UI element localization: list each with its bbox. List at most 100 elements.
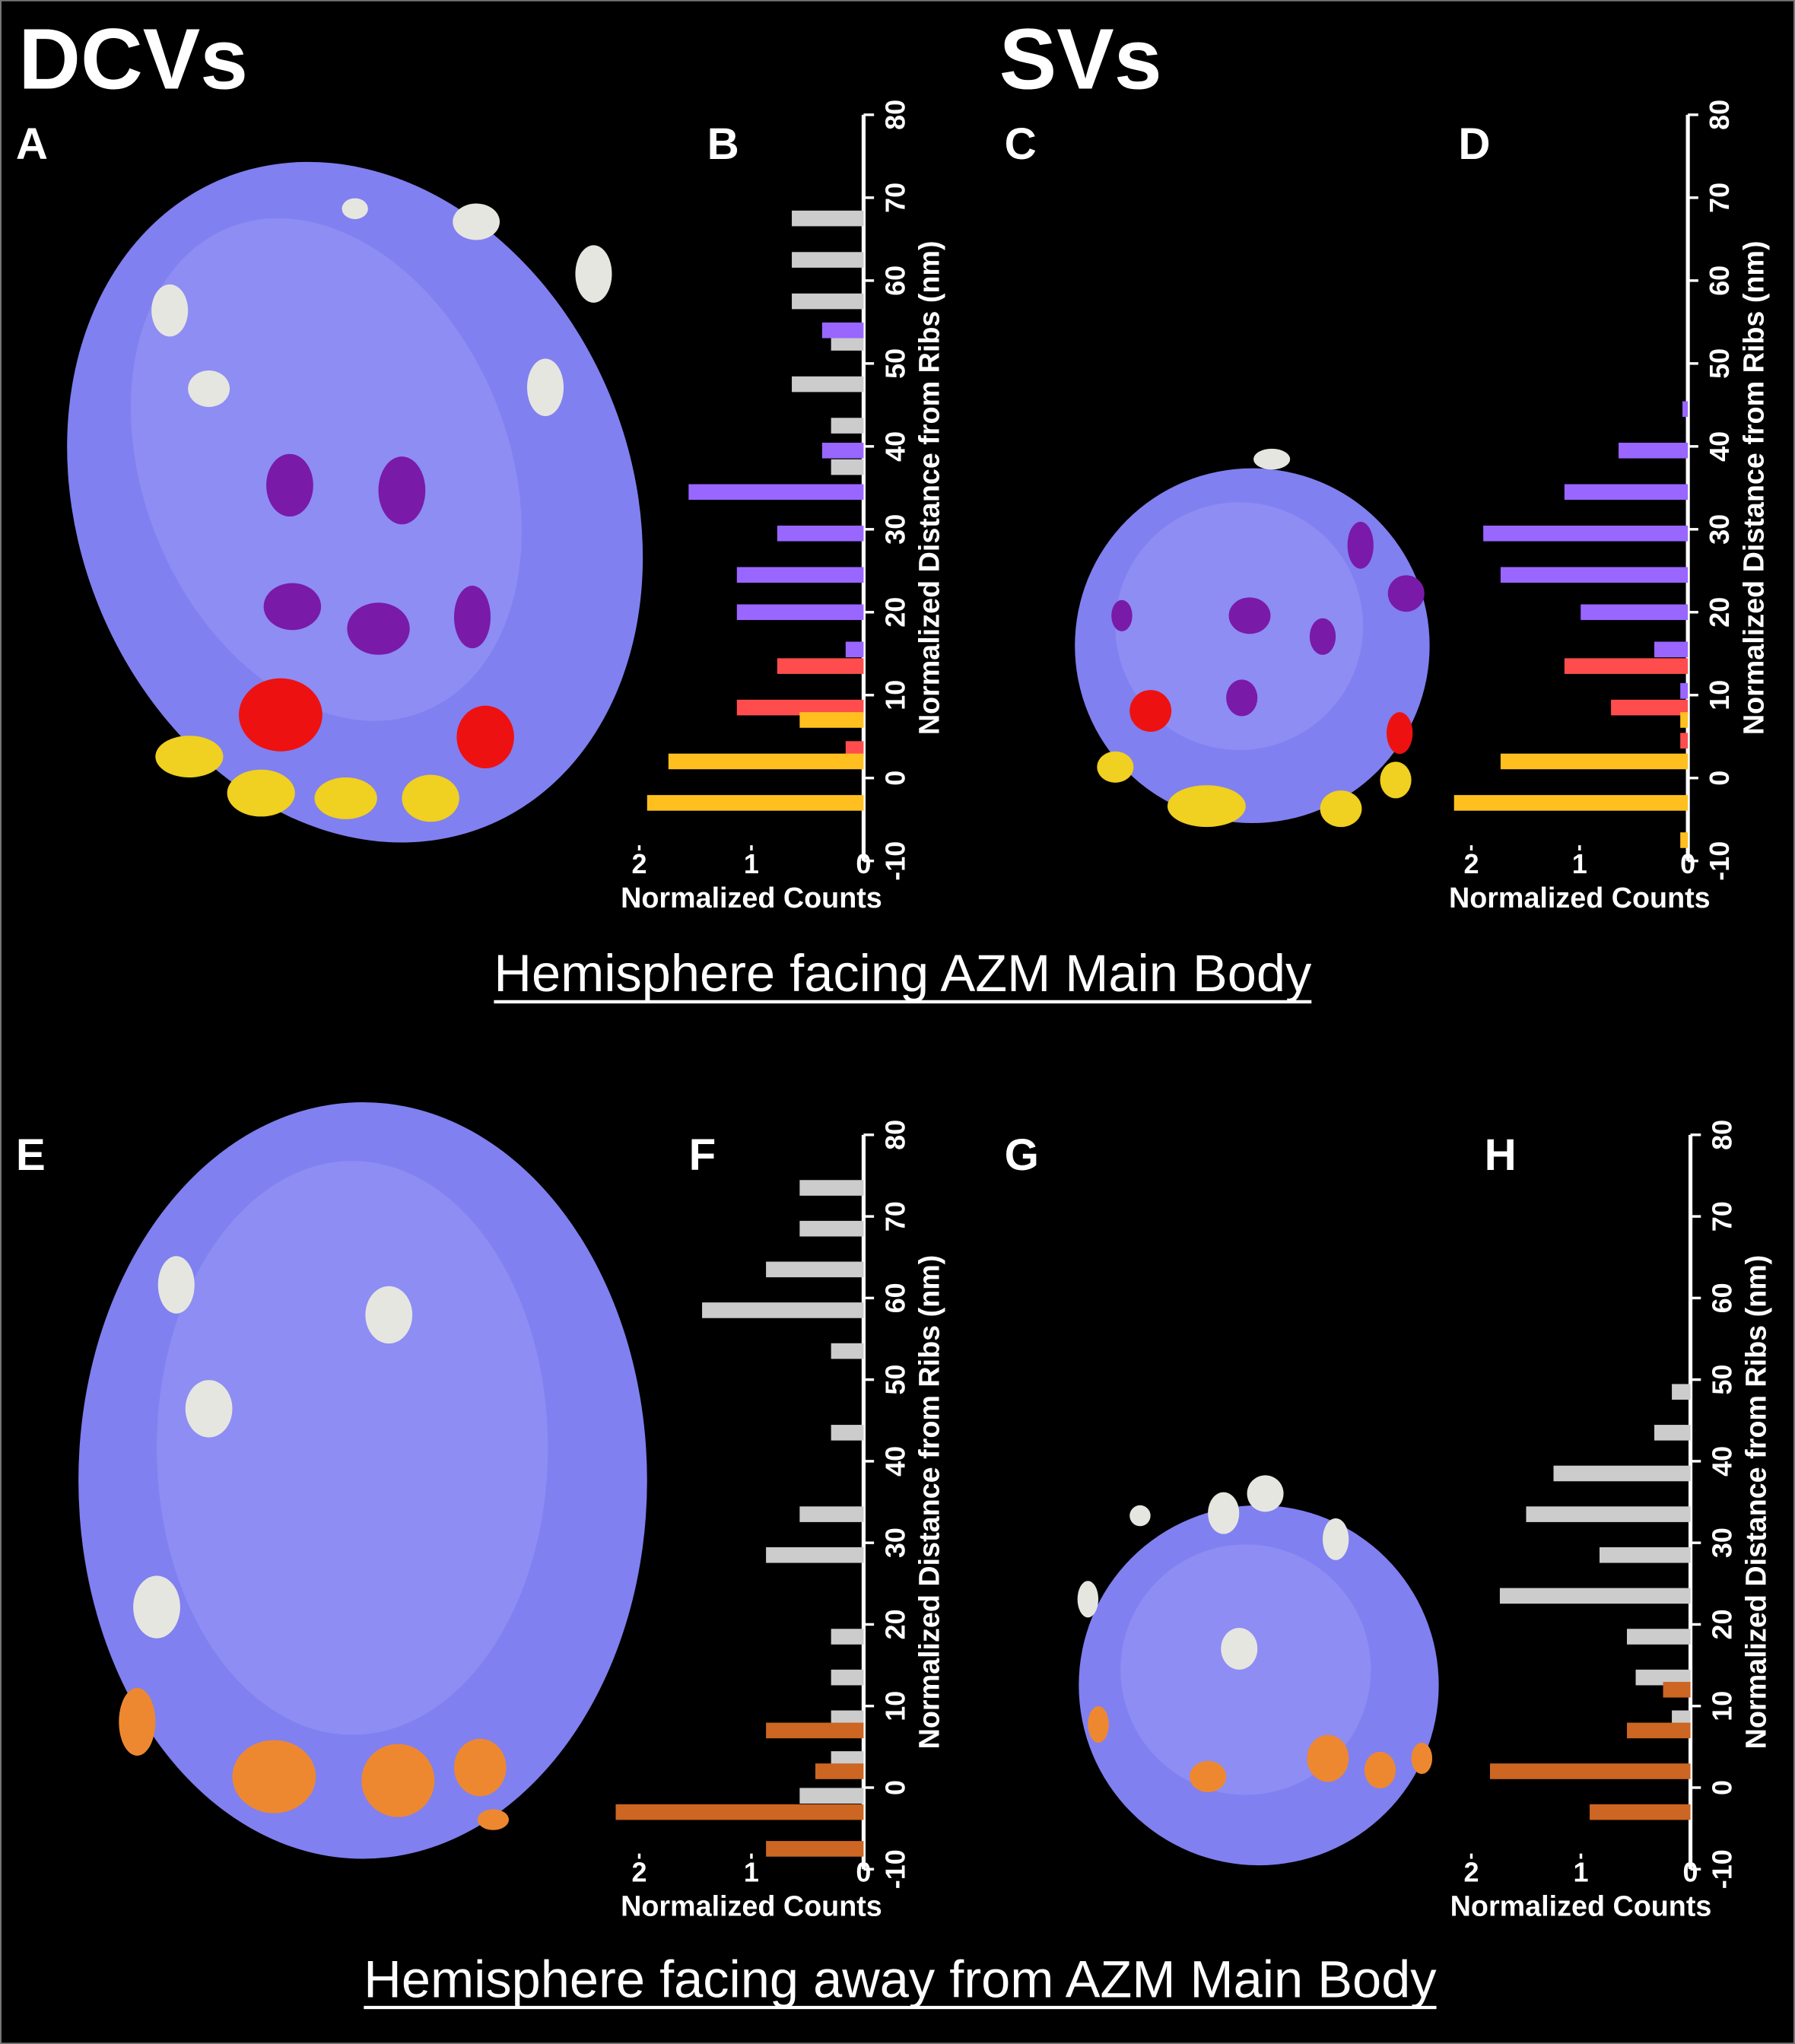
bar (1680, 712, 1689, 728)
bar (1663, 1681, 1691, 1698)
panel-label: E (16, 1130, 46, 1180)
x-tick-label: 2 (1463, 848, 1479, 879)
panel-label: F (689, 1130, 716, 1180)
bar (815, 1763, 864, 1779)
y-tick-label: 60 (1704, 265, 1735, 296)
y-tick-label: 80 (1707, 1120, 1738, 1150)
y-tick-label: 70 (1707, 1201, 1738, 1232)
x-tick-label: 2 (1463, 1857, 1479, 1888)
heading: SVs (999, 11, 1162, 107)
bar (1654, 1425, 1691, 1441)
y-tick-label: -10 (1707, 1849, 1738, 1889)
bar (1590, 1804, 1691, 1820)
y-tick-label: 30 (880, 514, 911, 545)
y-tick-label: -10 (880, 841, 911, 881)
bar (831, 1751, 864, 1767)
y-tick-label: 0 (880, 771, 911, 786)
x-tick-label: 1 (744, 848, 759, 879)
bar (1500, 753, 1689, 770)
bar (821, 442, 864, 459)
bar (777, 525, 864, 542)
x-tick-label: 0 (856, 1857, 871, 1888)
bar (1682, 401, 1689, 418)
y-tick-label: 80 (880, 1120, 911, 1150)
y-tick-label: 60 (880, 265, 911, 296)
panel-label: H (1485, 1130, 1517, 1180)
y-tick-label: 50 (880, 1365, 911, 1395)
bar (688, 484, 864, 501)
heading: DCVs (18, 11, 248, 107)
y-tick-label: 70 (880, 1201, 911, 1232)
x-tick-label: 0 (856, 848, 871, 879)
y-tick-label: 40 (1707, 1446, 1738, 1477)
bar (831, 1710, 864, 1727)
bar (615, 1804, 864, 1820)
bar (1627, 1629, 1691, 1645)
bar (831, 335, 864, 351)
bar (1611, 699, 1689, 716)
y-tick-label: 70 (1704, 183, 1735, 213)
x-axis-label: Normalized Counts (1449, 882, 1711, 914)
x-axis-label: Normalized Counts (621, 1890, 882, 1922)
bar (831, 1669, 864, 1686)
x-axis-label: Normalized Counts (1450, 1890, 1712, 1922)
y-tick-label: 30 (880, 1527, 911, 1558)
y-tick-label: 70 (880, 183, 911, 213)
vesicle-g (1077, 1475, 1439, 1866)
bar (1672, 1710, 1691, 1727)
bar (1564, 484, 1689, 501)
x-tick-label: 0 (1683, 1857, 1698, 1888)
bar (777, 658, 864, 674)
y-axis-label: Normalized Distance from Ribs (nm) (1740, 1255, 1772, 1750)
bar (799, 1220, 864, 1237)
x-tick-label: 2 (631, 848, 647, 879)
y-tick-label: 10 (880, 680, 911, 710)
bar (766, 1261, 864, 1278)
bar (821, 322, 864, 339)
y-tick-label: 0 (880, 1780, 911, 1795)
bar (736, 567, 864, 583)
y-tick-label: 0 (1704, 771, 1735, 786)
y-tick-label: 40 (880, 431, 911, 462)
y-tick-label: 40 (1704, 431, 1735, 462)
bar (845, 641, 864, 658)
panel-label: G (1005, 1130, 1039, 1180)
y-tick-label: 20 (880, 1609, 911, 1639)
bar (736, 699, 864, 716)
bar (1453, 795, 1689, 811)
bar (736, 604, 864, 621)
panel-label: C (1005, 119, 1037, 169)
vesicle-a (67, 161, 643, 843)
bar (831, 418, 864, 434)
x-tick-label: 1 (1572, 848, 1587, 879)
bar (845, 741, 864, 757)
y-tick-label: 0 (1707, 1780, 1738, 1795)
y-tick-label: 20 (880, 597, 911, 628)
y-tick-label: 50 (1704, 348, 1735, 379)
y-tick-label: 60 (1707, 1283, 1738, 1313)
bar (831, 459, 864, 475)
bar (831, 1629, 864, 1645)
bar (831, 1343, 864, 1359)
x-tick-label: 0 (1680, 848, 1695, 879)
y-tick-label: 10 (1704, 680, 1735, 710)
y-tick-label: 50 (1707, 1365, 1738, 1395)
y-tick-label: 60 (880, 1283, 911, 1313)
y-tick-label: -10 (1704, 841, 1735, 881)
bar (1600, 1547, 1691, 1563)
y-tick-label: 80 (880, 100, 911, 130)
y-tick-label: 50 (880, 348, 911, 379)
bar (1564, 658, 1689, 674)
y-tick-label: 20 (1704, 597, 1735, 628)
y-tick-label: 20 (1707, 1609, 1738, 1639)
bar (1553, 1465, 1691, 1482)
y-tick-label: 80 (1704, 100, 1735, 130)
y-tick-label: 30 (1704, 514, 1735, 545)
bar (1635, 1669, 1691, 1686)
bar (1680, 733, 1689, 749)
caption: Hemisphere facing away from AZM Main Bod… (364, 1950, 1437, 2008)
bar (1526, 1506, 1691, 1522)
bar (1672, 1384, 1691, 1400)
bar (702, 1302, 864, 1318)
y-tick-label: -10 (880, 1849, 911, 1889)
